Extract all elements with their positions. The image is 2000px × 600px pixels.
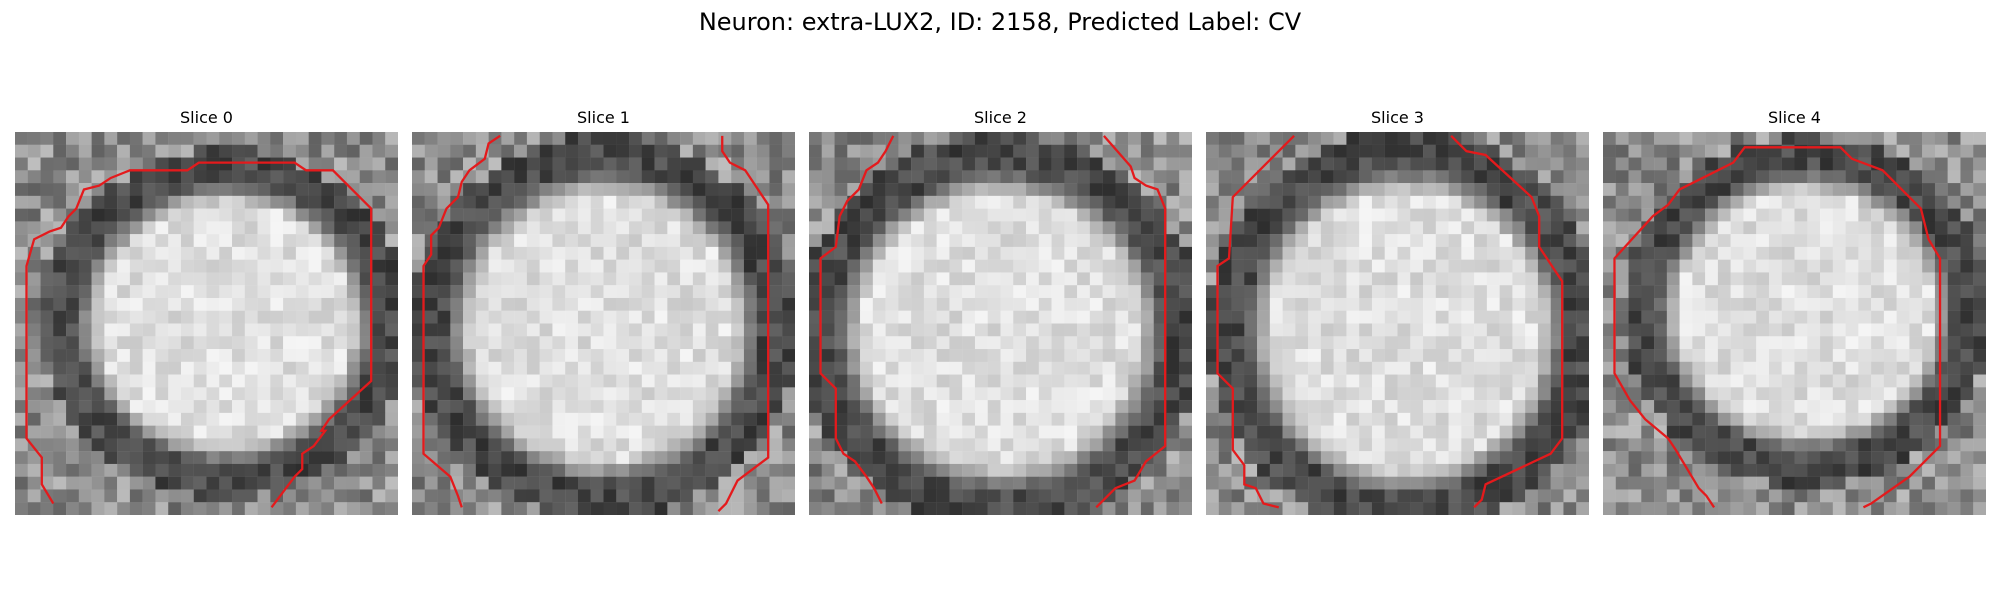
slice-panel-1: Slice 1	[412, 108, 795, 515]
pixel-grid	[1206, 132, 1589, 515]
pixel-grid	[412, 132, 795, 515]
pixel-grid	[809, 132, 1192, 515]
slice-title: Slice 0	[180, 108, 233, 127]
pixel-grid	[1603, 132, 1986, 515]
segmentation-contour	[717, 135, 770, 512]
slice-panel-2: Slice 2	[809, 108, 1192, 515]
slice-title: Slice 1	[577, 108, 630, 127]
slice-image	[412, 132, 795, 515]
slice-image	[1206, 132, 1589, 515]
segmentation-contour	[422, 134, 501, 508]
slice-panel-0: Slice 0	[15, 108, 398, 515]
slice-title: Slice 2	[974, 108, 1027, 127]
segmentation-contour	[1216, 135, 1295, 509]
segmentation-contour	[1095, 135, 1167, 509]
slice-panel-4: Slice 4	[1603, 108, 1986, 515]
slice-image	[15, 132, 398, 515]
slice-title: Slice 3	[1371, 108, 1424, 127]
pixel-grid	[15, 132, 398, 515]
slice-image	[809, 132, 1192, 515]
figure-title: Neuron: extra-LUX2, ID: 2158, Predicted …	[698, 8, 1302, 36]
slice-title: Slice 4	[1768, 108, 1821, 127]
slice-panel-3: Slice 3	[1206, 108, 1589, 515]
segmentation-contour	[819, 135, 895, 505]
slice-image	[1603, 132, 1986, 515]
segmentation-contour	[1613, 146, 1942, 509]
segmentation-contour	[1450, 135, 1564, 509]
segmentation-contour	[25, 161, 373, 509]
